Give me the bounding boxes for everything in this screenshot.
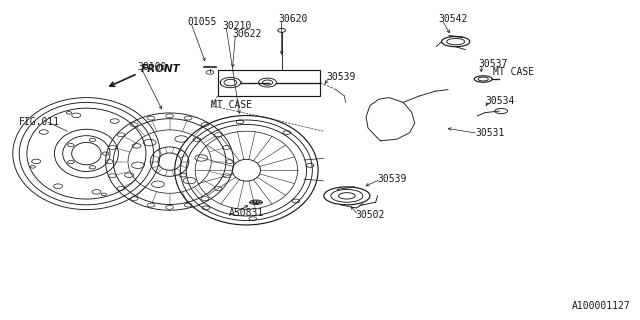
Text: 30502: 30502 [355, 210, 385, 220]
Text: 30537: 30537 [478, 59, 508, 69]
Text: 30534: 30534 [485, 96, 515, 107]
Text: 01055: 01055 [188, 17, 217, 28]
Text: 30531: 30531 [475, 128, 504, 139]
Text: 30539: 30539 [378, 174, 407, 184]
Text: FRONT: FRONT [141, 64, 180, 74]
Text: MT CASE: MT CASE [211, 100, 252, 110]
Text: A50831: A50831 [229, 208, 264, 219]
Text: 30622: 30622 [232, 28, 262, 39]
Text: 30100: 30100 [138, 62, 167, 72]
Text: 30210: 30210 [223, 20, 252, 31]
Text: A100001127: A100001127 [572, 301, 630, 311]
Text: FIG.011: FIG.011 [19, 116, 60, 127]
Text: 30542: 30542 [438, 14, 468, 24]
Text: 30620: 30620 [278, 14, 308, 24]
Text: 30539: 30539 [326, 72, 356, 82]
Text: MT CASE: MT CASE [493, 67, 534, 77]
